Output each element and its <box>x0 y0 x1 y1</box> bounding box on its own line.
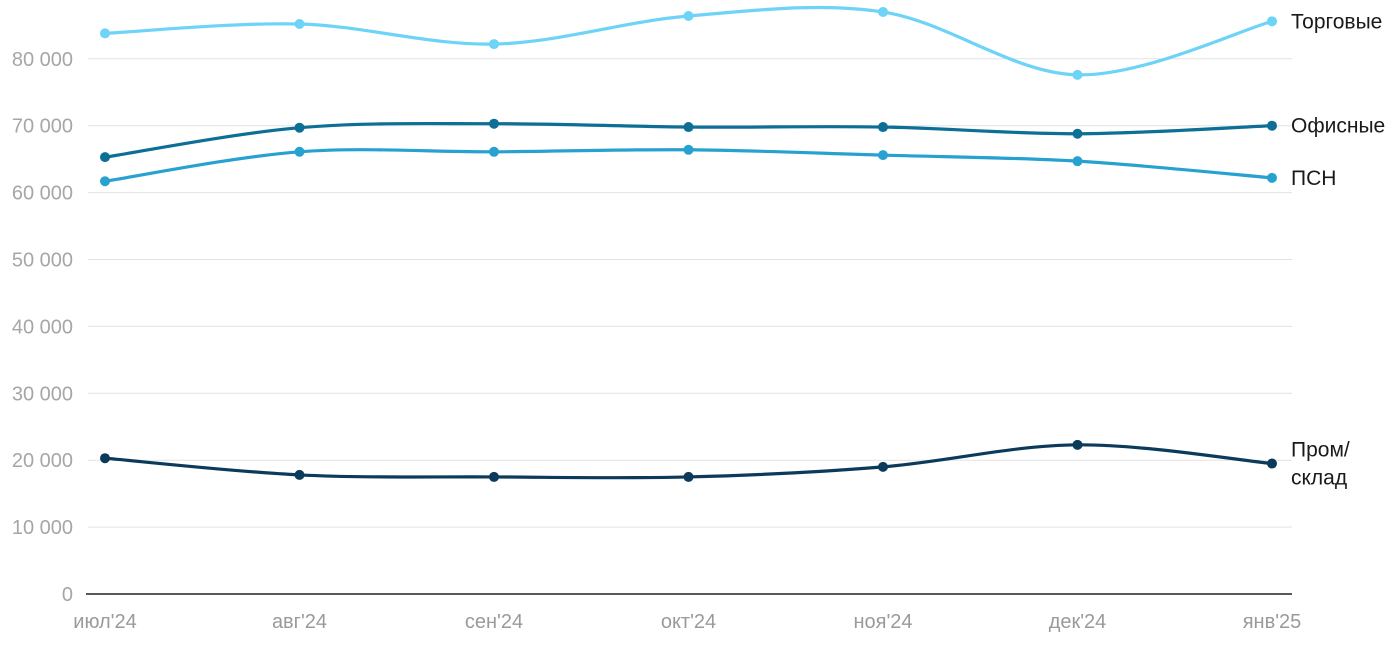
data-point <box>1267 172 1277 183</box>
series-label: ПСН <box>1291 167 1336 190</box>
y-axis-tick-labels: 0 10 000 20 000 30 000 40 000 50 000 60 000 70 … <box>12 49 73 606</box>
data-point <box>1267 458 1277 469</box>
y-tick-label: 0 <box>62 584 73 606</box>
y-tick-label: 20 000 <box>12 450 73 472</box>
series-4 <box>100 439 1277 482</box>
data-point <box>489 146 499 157</box>
data-point <box>1267 16 1277 27</box>
series-label: Офисные <box>1291 115 1385 138</box>
y-tick-label: 80 000 <box>12 49 73 71</box>
x-tick-label: янв'25 <box>1243 611 1302 633</box>
y-tick-label: 70 000 <box>12 116 73 138</box>
series-3 <box>100 144 1277 187</box>
y-tick-label: 30 000 <box>12 383 73 405</box>
data-point <box>100 176 110 187</box>
x-tick-label: июл'24 <box>73 611 136 633</box>
data-point <box>294 122 305 133</box>
data-point <box>683 10 694 21</box>
x-tick-label: ноя'24 <box>853 611 912 633</box>
y-tick-label: 60 000 <box>12 183 73 205</box>
data-point <box>878 6 888 17</box>
data-point <box>878 150 888 161</box>
series-label: склад <box>1291 467 1347 490</box>
data-point <box>683 122 694 133</box>
y-tick-label: 40 000 <box>12 316 73 338</box>
y-tick-label: 50 000 <box>12 250 73 272</box>
data-point <box>294 469 305 480</box>
data-point <box>1072 156 1083 167</box>
x-tick-label: окт'24 <box>661 611 716 633</box>
data-point <box>1267 120 1277 131</box>
data-point <box>1072 439 1083 450</box>
series-2 <box>100 118 1277 163</box>
data-point <box>683 144 694 155</box>
data-point <box>294 19 305 30</box>
data-point <box>489 118 499 129</box>
data-point <box>878 122 888 133</box>
data-point <box>100 152 110 163</box>
data-point <box>1072 128 1083 139</box>
x-tick-label: дек'24 <box>1049 611 1107 633</box>
series-label: Пром/ <box>1291 439 1350 462</box>
grid-lines <box>88 58 1292 528</box>
series-1 <box>100 5 1277 80</box>
x-tick-label: сен'24 <box>465 611 523 633</box>
series-group <box>100 5 1277 482</box>
data-point <box>294 146 305 157</box>
data-point <box>878 461 888 472</box>
series-label: Торговые <box>1291 10 1382 33</box>
data-point <box>100 453 110 464</box>
y-tick-label: 10 000 <box>12 517 73 539</box>
data-point <box>1072 69 1083 80</box>
x-tick-label: авг'24 <box>272 611 327 633</box>
data-point <box>489 471 499 482</box>
series-labels: Торговые Офисные ПСН Пром/склад <box>1291 10 1385 489</box>
data-point <box>683 471 694 482</box>
data-point <box>100 28 110 39</box>
data-point <box>489 39 499 50</box>
x-axis-tick-labels: июл'24 авг'24 сен'24 окт'24 ноя'24 дек'24 янв'… <box>73 611 1301 633</box>
